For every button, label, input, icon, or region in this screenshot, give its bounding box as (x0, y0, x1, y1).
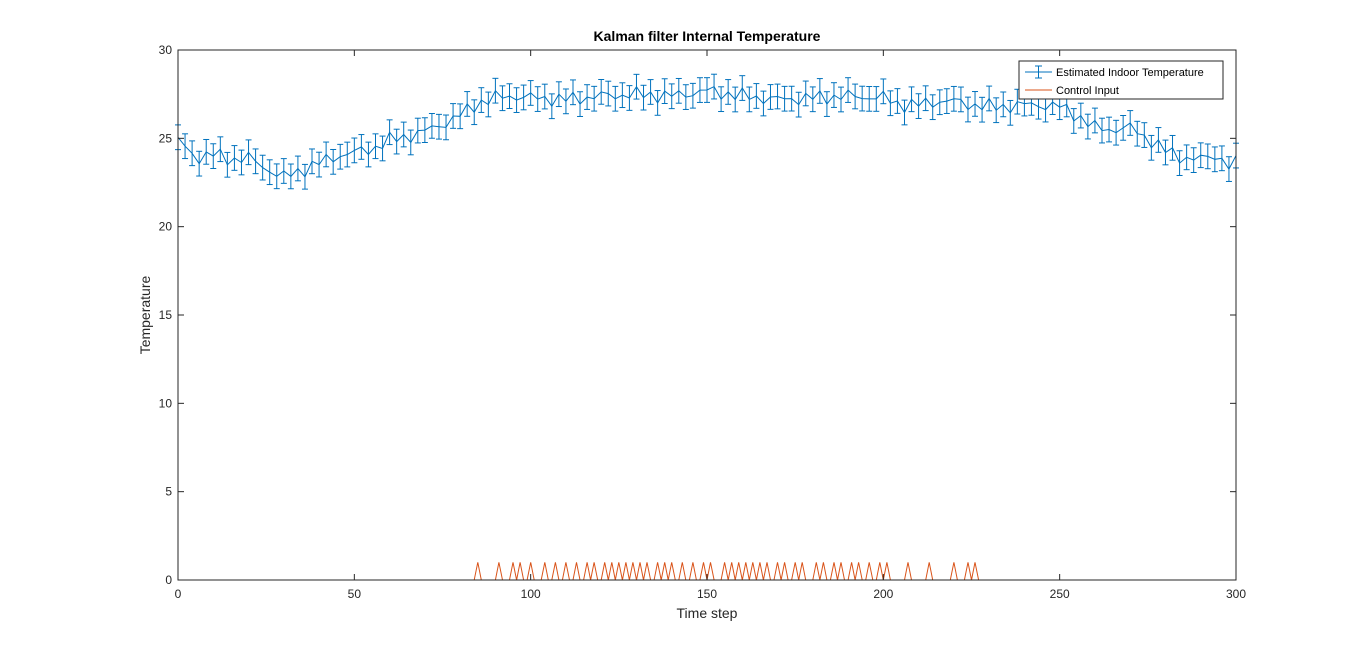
chart-title: Kalman filter Internal Temperature (594, 28, 821, 44)
y-tick-label: 30 (159, 43, 173, 57)
x-tick-label: 50 (348, 587, 362, 601)
y-tick-label: 15 (159, 308, 173, 322)
x-tick-label: 0 (175, 587, 182, 601)
x-tick-label: 150 (697, 587, 717, 601)
x-axis-label: Time step (677, 605, 738, 621)
legend-label-control: Control Input (1056, 85, 1119, 97)
x-tick-label: 250 (1050, 587, 1070, 601)
control-input-series (178, 562, 1236, 581)
x-tick-label: 300 (1226, 587, 1246, 601)
y-tick-label: 5 (165, 485, 172, 499)
plot-area (178, 50, 1236, 580)
estimated-temperature-series (175, 73, 1239, 190)
legend-box (1018, 60, 1224, 100)
y-tick-label: 10 (159, 396, 173, 410)
y-axis-ticks: 0 5 10 15 20 25 30 (159, 43, 1236, 587)
x-tick-label: 200 (873, 587, 893, 601)
y-axis-label: Temperature (137, 275, 153, 354)
y-tick-label: 0 (165, 573, 172, 587)
y-tick-label: 20 (159, 220, 173, 234)
x-axis-ticks: 0 50 100 150 200 250 300 (175, 50, 1246, 601)
x-tick-label: 100 (521, 587, 541, 601)
legend: Estimated Indoor Temperature Control Inp… (1018, 60, 1224, 100)
y-tick-label: 25 (159, 131, 173, 145)
control-input-line (178, 562, 1236, 581)
legend-label-estimate: Estimated Indoor Temperature (1056, 67, 1204, 79)
